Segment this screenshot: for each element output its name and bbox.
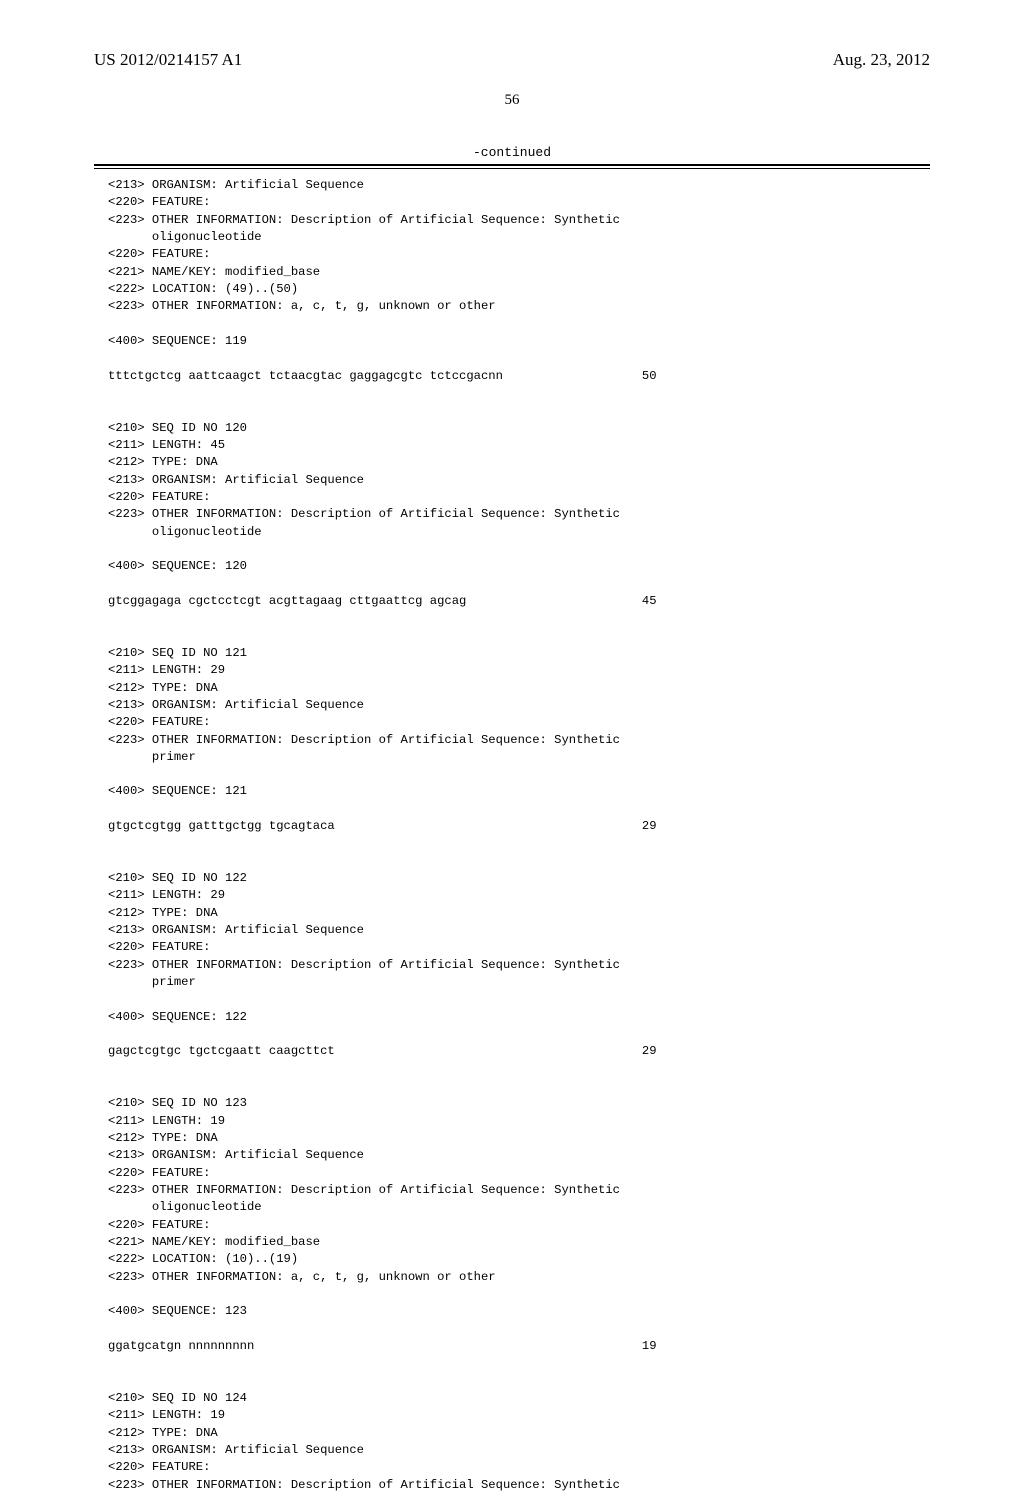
separator-top [94, 164, 930, 166]
page-number: 56 [94, 92, 930, 109]
page-header: US 2012/0214157 A1 Aug. 23, 2012 [94, 50, 930, 70]
publication-number: US 2012/0214157 A1 [94, 50, 242, 70]
sequence-listing: <213> ORGANISM: Artificial Sequence <220… [94, 169, 930, 1494]
page: US 2012/0214157 A1 Aug. 23, 2012 56 -con… [0, 0, 1024, 1320]
continued-label: -continued [94, 145, 930, 160]
publication-date: Aug. 23, 2012 [833, 50, 930, 70]
